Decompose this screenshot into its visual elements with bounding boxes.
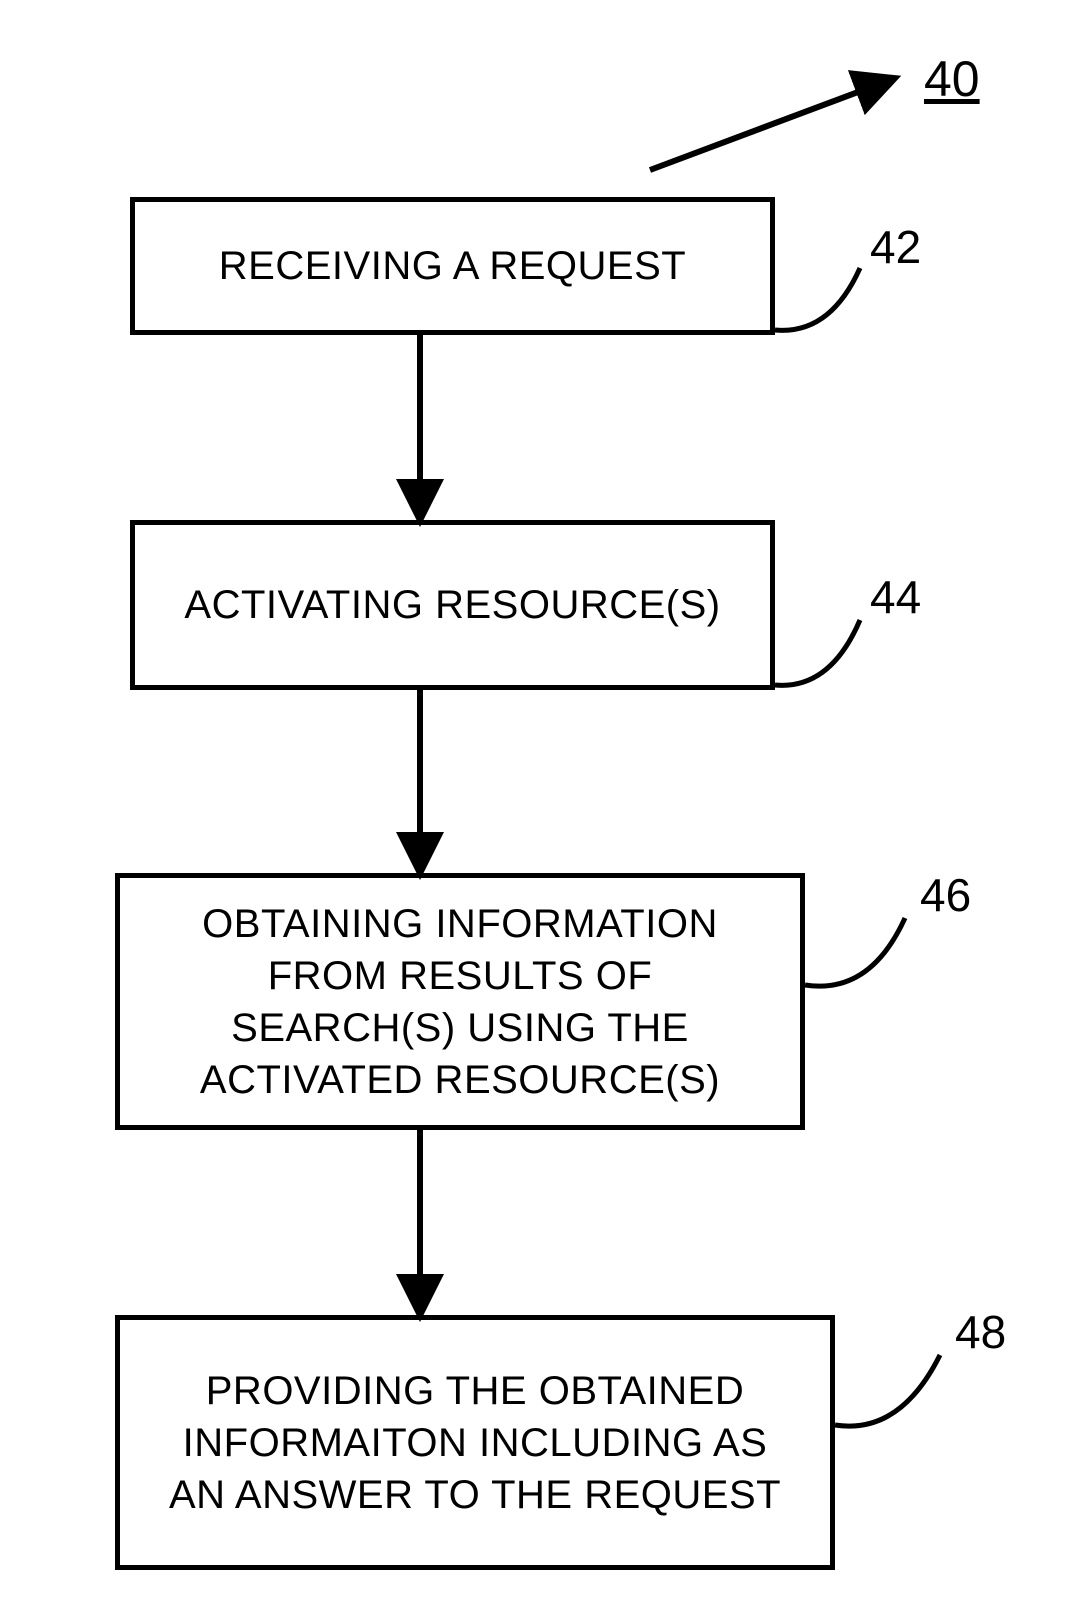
flowchart-diagram: 40 RECEIVING A REQUEST 42 ACTIVATING RES… [0, 0, 1086, 1618]
ref-arrow [650, 80, 890, 170]
ref-curl [805, 918, 905, 986]
step-box-4: PROVIDING THE OBTAINED INFORMAITON INCLU… [115, 1315, 835, 1570]
step-text: RECEIVING A REQUEST [219, 240, 686, 292]
step-ref-1: 42 [870, 220, 921, 274]
step-ref-2: 44 [870, 570, 921, 624]
diagram-ref-number: 40 [924, 50, 980, 108]
ref-curl [835, 1355, 940, 1426]
step-ref-3: 46 [920, 868, 971, 922]
step-box-3: OBTAINING INFORMATION FROM RESULTS OF SE… [115, 873, 805, 1130]
step-ref-4: 48 [955, 1305, 1006, 1359]
step-text: ACTIVATING RESOURCE(S) [184, 579, 720, 631]
ref-curl [775, 268, 860, 330]
ref-curl [775, 620, 860, 685]
step-text: PROVIDING THE OBTAINED INFORMAITON INCLU… [150, 1365, 800, 1521]
step-text: OBTAINING INFORMATION FROM RESULTS OF SE… [150, 898, 770, 1106]
step-box-1: RECEIVING A REQUEST [130, 197, 775, 335]
step-box-2: ACTIVATING RESOURCE(S) [130, 520, 775, 690]
